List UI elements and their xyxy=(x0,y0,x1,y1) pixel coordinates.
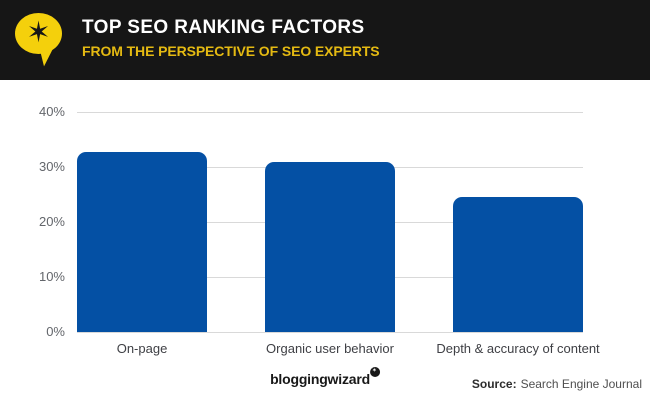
x-axis-label-organic-user-behavior: Organic user behavior xyxy=(266,341,394,356)
source-label: Source: xyxy=(471,377,517,391)
bar-depth-accuracy-content xyxy=(453,197,583,332)
bloggingwizard-bubble-icon: ✶ xyxy=(369,367,380,377)
star-icon: ✶ xyxy=(26,15,51,49)
page-title: TOP SEO RANKING FACTORS xyxy=(82,17,365,38)
y-axis-tick-0: 0% xyxy=(46,324,65,339)
bloggingwizard-star-icon: ✶ xyxy=(371,367,377,374)
gridline-40 xyxy=(77,112,583,113)
bloggingwizard-wordmark: bloggingwizard ✶ xyxy=(270,367,380,387)
bar-organic-user-behavior xyxy=(265,161,395,332)
bloggingwizard-text: bloggingwizard xyxy=(270,371,370,387)
source-value: Search Engine Journal xyxy=(520,377,642,391)
speech-bubble-tail-icon xyxy=(40,48,57,67)
speech-bubble-icon: ✶ xyxy=(15,13,62,54)
bar-on-page xyxy=(77,151,207,332)
y-axis-tick-30: 30% xyxy=(38,159,65,174)
brand-logo: ✶ xyxy=(15,13,65,69)
header-text: TOP SEO RANKING FACTORS FROM THE PERSPEC… xyxy=(82,17,380,59)
x-axis-label-depth-accuracy-content: Depth & accuracy of content xyxy=(436,341,600,356)
x-axis-label-on-page: On-page xyxy=(116,341,168,356)
y-axis-tick-20: 20% xyxy=(38,214,65,229)
gridline-0-baseline xyxy=(77,332,583,333)
header-banner: ✶ TOP SEO RANKING FACTORS FROM THE PERSP… xyxy=(0,0,650,80)
plot-area: On-page Organic user behavior Depth & ac… xyxy=(77,112,600,356)
source-attribution: Source: Search Engine Journal xyxy=(472,377,642,391)
y-axis-tick-10: 10% xyxy=(38,269,65,284)
page-subtitle: FROM THE PERSPECTIVE OF SEO EXPERTS xyxy=(82,42,380,59)
y-axis-tick-40: 40% xyxy=(38,104,65,119)
